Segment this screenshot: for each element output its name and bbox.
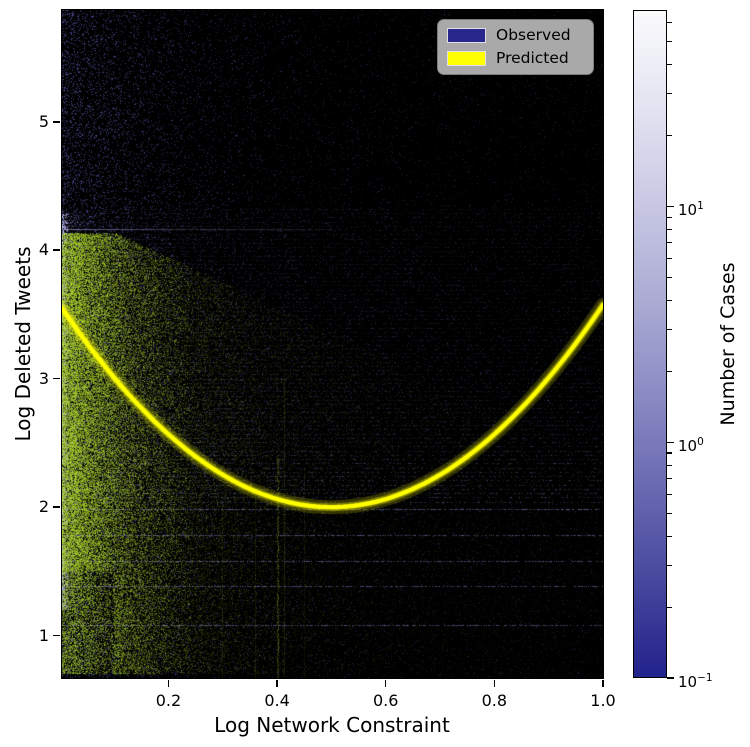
x-tick-label: 1.0 xyxy=(590,691,616,710)
colorbar-minor-tick xyxy=(667,228,672,230)
y-tick-label: 2 xyxy=(38,497,49,517)
y-tickmark xyxy=(53,506,60,508)
colorbar-major-tick xyxy=(667,205,674,208)
colorbar-minor-tick xyxy=(667,329,672,331)
colorbar-minor-tick xyxy=(667,40,672,43)
colorbar-minor-tick xyxy=(667,242,672,244)
colorbar-minor-tick xyxy=(667,258,672,260)
colorbar-minor-tick xyxy=(667,216,672,218)
y-tick-label: 4 xyxy=(38,240,49,260)
x-tickmark xyxy=(167,680,170,687)
colorbar-minor-tick xyxy=(667,464,672,466)
x-tick-label: 0.8 xyxy=(481,691,508,710)
colorbar-minor-tick xyxy=(667,22,672,24)
x-tick-label: 0.6 xyxy=(372,691,399,710)
colorbar-minor-tick xyxy=(667,512,672,514)
colorbar-minor-tick xyxy=(667,452,672,454)
colorbar-tick-label: 100 xyxy=(678,436,704,456)
y-tickmark xyxy=(53,377,60,380)
legend-label-predicted: Predicted xyxy=(496,49,569,67)
legend-item-observed: Observed xyxy=(447,27,583,44)
x-tick-label: 0.2 xyxy=(155,691,182,710)
legend-label-observed: Observed xyxy=(496,26,571,44)
colorbar-major-tick xyxy=(667,441,674,443)
colorbar-tick-label: 101 xyxy=(678,200,704,220)
colorbar-gradient xyxy=(633,10,667,678)
colorbar-minor-tick xyxy=(667,93,672,95)
colorbar-label: Number of Cases xyxy=(717,262,739,426)
density-plot-canvas xyxy=(61,9,604,679)
colorbar-tick-label: 10−1 xyxy=(678,672,713,691)
y-tick-label: 3 xyxy=(38,368,49,388)
predicted-swatch xyxy=(447,51,486,66)
y-tickmark xyxy=(53,634,60,637)
y-tickmark xyxy=(53,121,60,123)
x-tickmark xyxy=(493,680,496,687)
x-tickmark xyxy=(602,680,604,687)
x-axis-label: Log Network Constraint xyxy=(214,713,450,737)
colorbar-minor-tick xyxy=(667,535,672,537)
y-tick-label: 1 xyxy=(38,625,49,645)
x-tick-label: 0.4 xyxy=(264,691,290,710)
y-tick-label: 5 xyxy=(38,111,49,131)
y-axis-label: Log Deleted Tweets xyxy=(11,246,35,442)
colorbar-major-tick xyxy=(667,677,674,679)
legend: Observed Predicted xyxy=(437,19,594,75)
observed-swatch xyxy=(447,28,486,43)
x-tickmark xyxy=(384,680,387,687)
legend-item-predicted: Predicted xyxy=(447,50,583,67)
colorbar-minor-tick xyxy=(667,134,672,136)
colorbar-minor-tick xyxy=(667,276,672,278)
colorbar-minor-tick xyxy=(667,606,672,608)
colorbar-minor-tick xyxy=(667,370,672,372)
colorbar-minor-tick xyxy=(667,63,672,65)
x-tickmark xyxy=(276,680,278,687)
colorbar-minor-tick xyxy=(667,299,672,301)
colorbar-minor-tick xyxy=(667,478,672,480)
colorbar-minor-tick xyxy=(667,564,672,567)
colorbar-minor-tick xyxy=(667,493,672,496)
y-tickmark xyxy=(53,249,60,251)
